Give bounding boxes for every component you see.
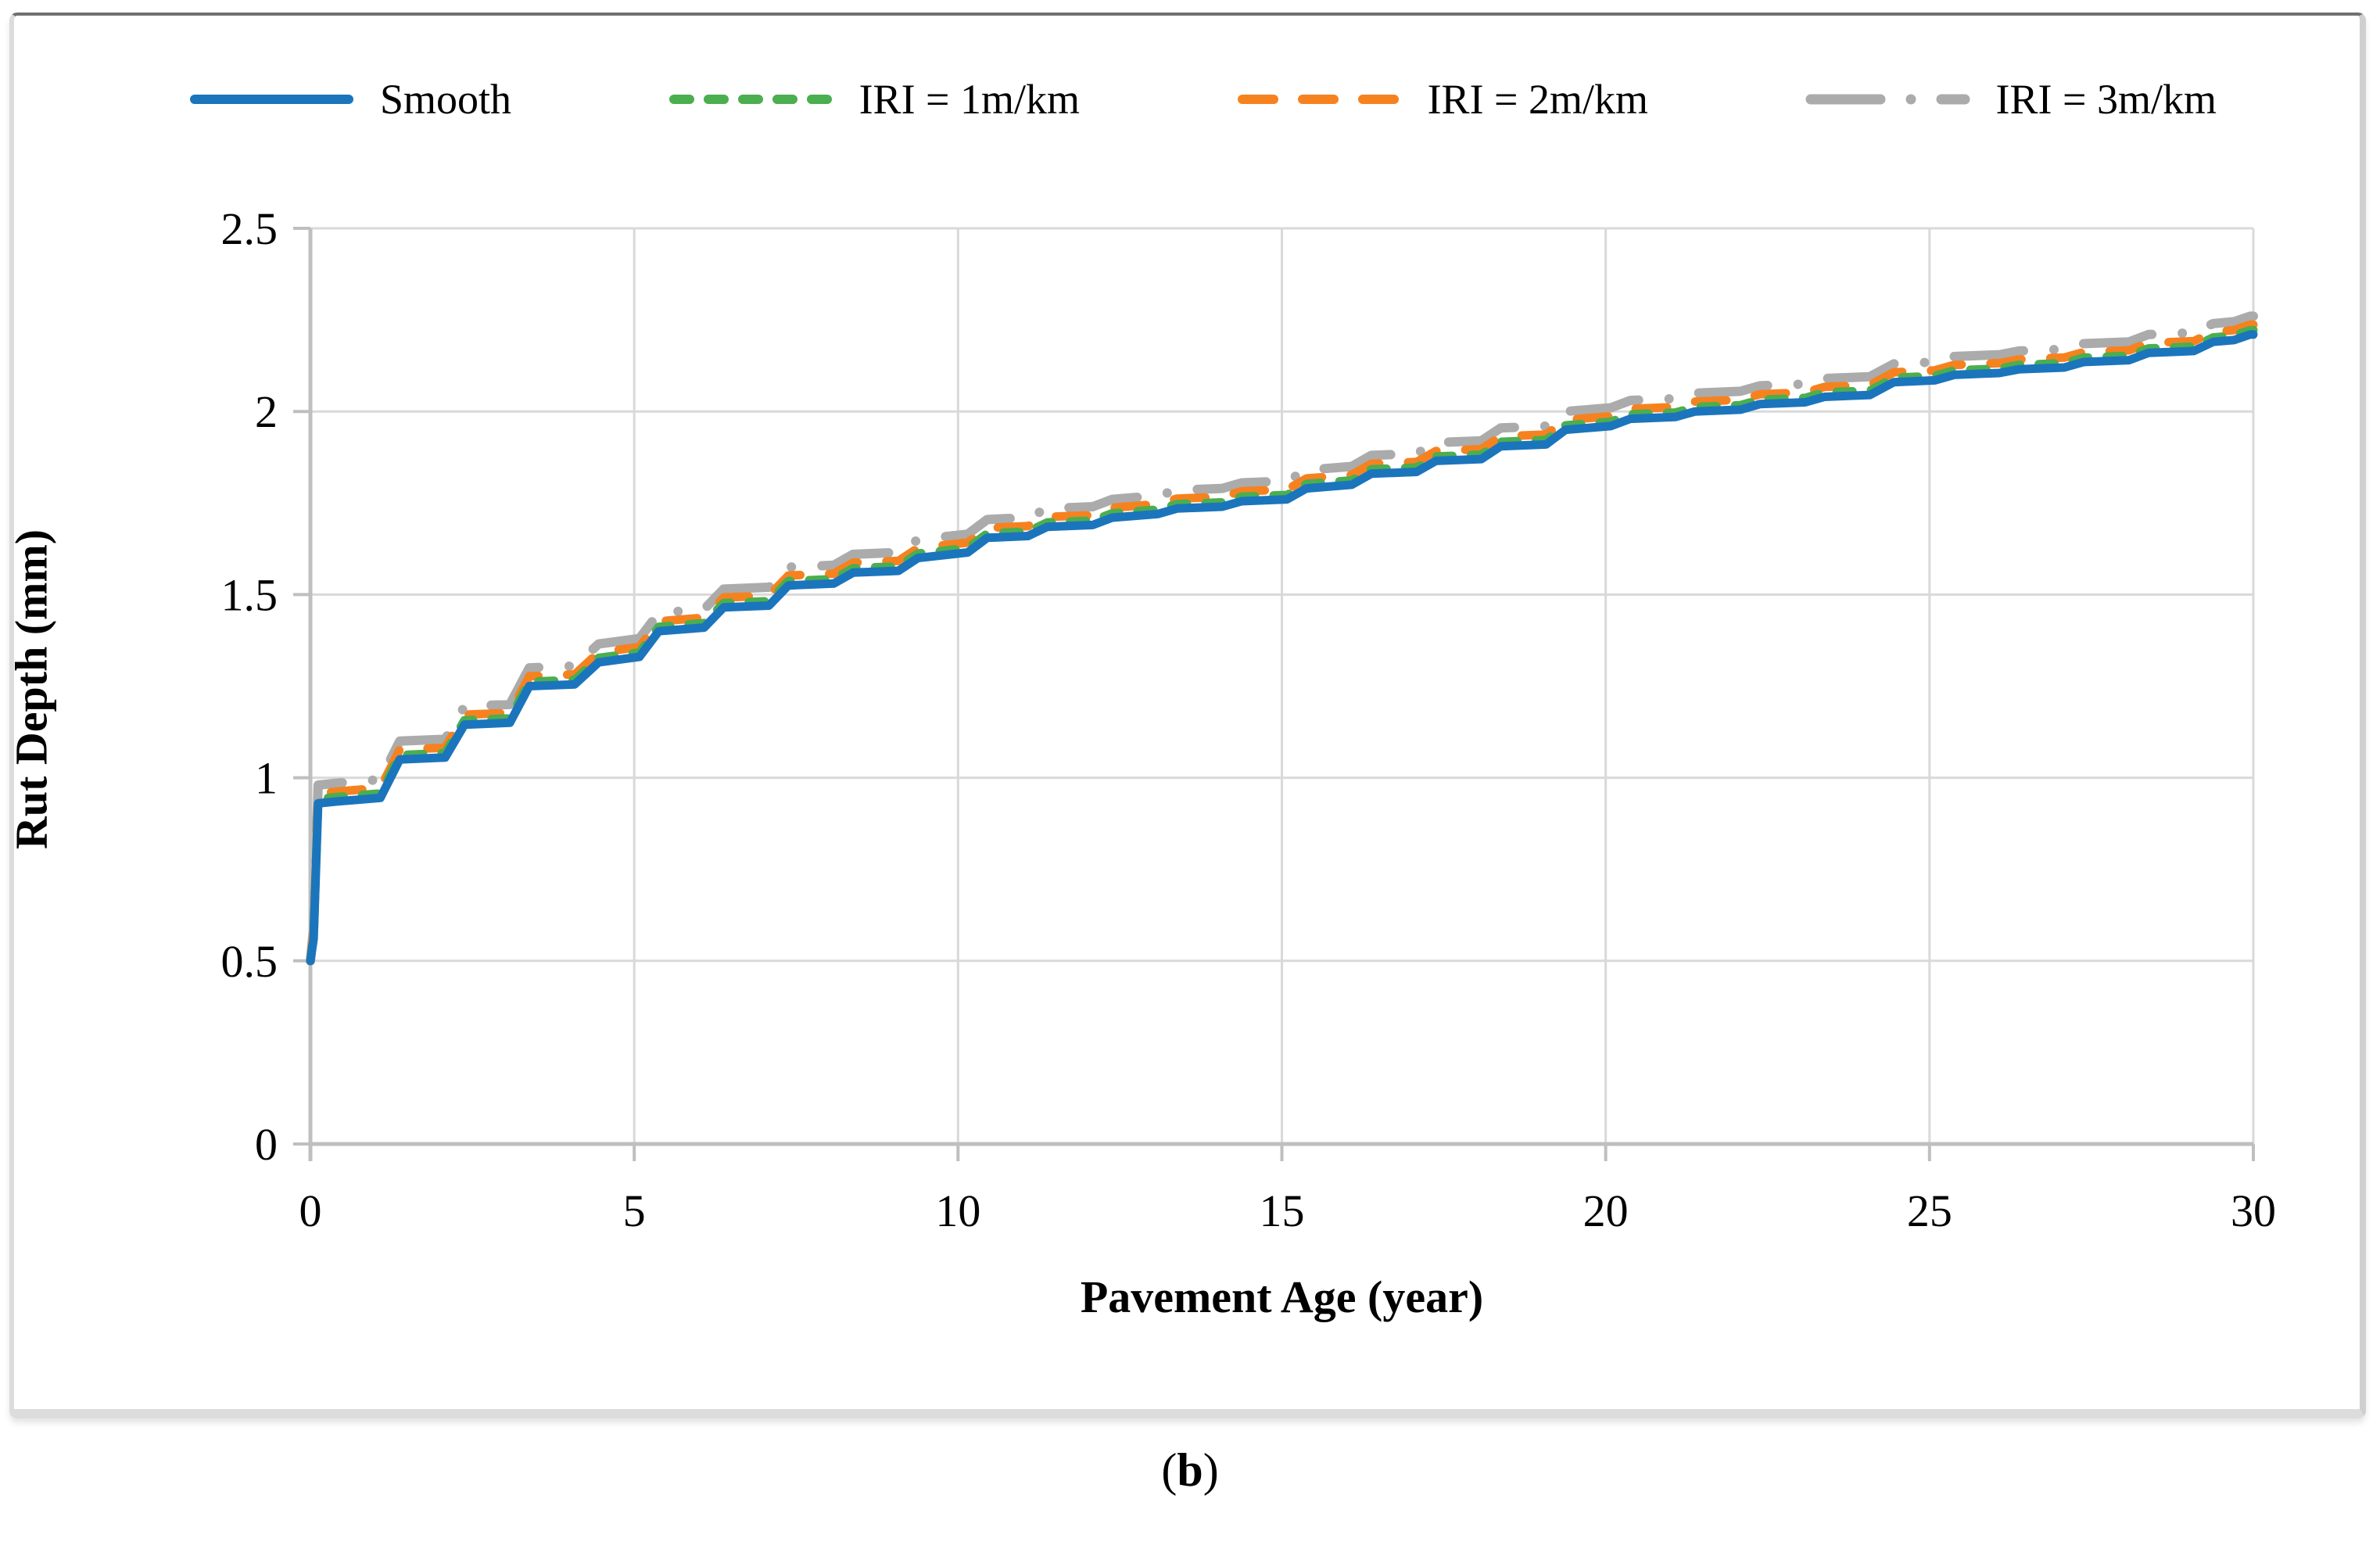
x-tick-label-20: 20 <box>1583 1185 1629 1236</box>
y-tick-label-1.5: 1.5 <box>221 569 278 620</box>
caption-open: ( <box>1161 1444 1177 1496</box>
y-tick-label-1: 1 <box>255 753 278 804</box>
x-tick-label-0: 0 <box>299 1185 322 1236</box>
legend-label: IRI = 3m/km <box>1995 76 2217 123</box>
legend-item-iri2: IRI = 2m/km <box>1231 75 1648 124</box>
x-axis-title: Pavement Age (year) <box>1080 1271 1484 1322</box>
x-tick-label-30: 30 <box>2231 1185 2276 1236</box>
chart-legend: Smooth IRI = 1m/km IRI = 2m/km IRI = 3m/… <box>184 75 2217 124</box>
y-tick-label-0: 0 <box>255 1119 278 1170</box>
legend-label: Smooth <box>380 76 512 123</box>
x-tick-label-15: 15 <box>1260 1185 1305 1236</box>
y-tick-label-2.5: 2.5 <box>221 203 278 254</box>
y-tick-label-2: 2 <box>255 386 278 437</box>
legend-item-iri1: IRI = 1m/km <box>663 75 1080 124</box>
legend-label: IRI = 1m/km <box>858 76 1081 123</box>
chart-frame <box>9 13 2366 1418</box>
figure-caption: (b) <box>0 1443 2380 1497</box>
x-tick-label-10: 10 <box>935 1185 980 1236</box>
y-tick-label-0.5: 0.5 <box>221 936 278 987</box>
legend-label: IRI = 2m/km <box>1427 76 1649 123</box>
legend-item-iri3: IRI = 3m/km <box>1800 75 2217 124</box>
series-line-smooth <box>306 330 2258 966</box>
legend-item-smooth: Smooth <box>184 75 511 124</box>
legend-line-sample-medium-dash-icon <box>1237 95 1401 104</box>
x-tick-label-5: 5 <box>623 1185 646 1236</box>
x-tick-label-25: 25 <box>1907 1185 1952 1236</box>
legend-line-sample-short-dash-icon <box>668 95 833 104</box>
series-line-iri-2m-km <box>306 320 2258 966</box>
caption-close: ) <box>1203 1444 1219 1496</box>
legend-line-sample-dash-dot-icon <box>1805 94 1970 105</box>
y-axis-title: Rut Depth (mm) <box>5 529 57 850</box>
series-line-iri-3m-km <box>306 311 2258 966</box>
legend-line-sample-solid-icon <box>190 95 353 104</box>
caption-letter: b <box>1177 1444 1203 1496</box>
